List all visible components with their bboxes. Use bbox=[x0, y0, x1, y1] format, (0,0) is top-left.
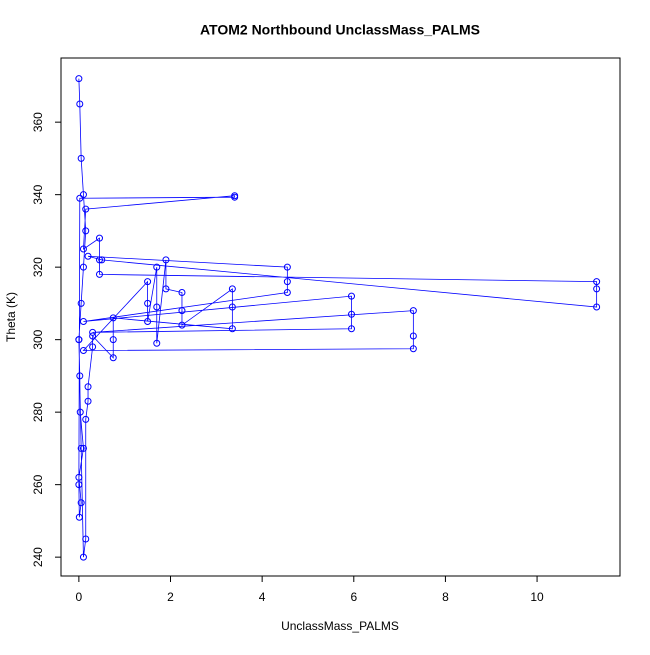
data-point bbox=[82, 415, 90, 423]
data-point bbox=[178, 289, 186, 297]
data-point bbox=[75, 75, 83, 83]
data-point bbox=[84, 383, 92, 391]
data-point bbox=[144, 278, 152, 286]
data-point bbox=[593, 285, 601, 293]
data-point bbox=[75, 473, 83, 481]
data-point bbox=[84, 397, 92, 405]
chart-title: ATOM2 Northbound UnclassMass_PALMS bbox=[200, 22, 480, 38]
x-tick-label: 0 bbox=[76, 590, 83, 604]
data-point bbox=[153, 303, 161, 311]
data-point bbox=[409, 307, 417, 315]
x-tick-label: 4 bbox=[259, 590, 266, 604]
data-point bbox=[76, 408, 84, 416]
data-point bbox=[153, 339, 161, 347]
data-point bbox=[95, 234, 103, 242]
data-point bbox=[109, 336, 117, 344]
data-point bbox=[409, 332, 417, 340]
data-point bbox=[77, 499, 85, 507]
data-point bbox=[283, 289, 291, 297]
data-point bbox=[178, 307, 186, 315]
data-point bbox=[89, 343, 97, 351]
data-point bbox=[79, 444, 87, 452]
data-point bbox=[89, 332, 97, 340]
data-point bbox=[79, 318, 87, 326]
data-point bbox=[76, 194, 84, 202]
y-tick-label: 260 bbox=[31, 474, 45, 494]
data-point bbox=[283, 263, 291, 271]
data-point bbox=[76, 372, 84, 380]
data-point bbox=[77, 299, 85, 307]
y-tick-label: 340 bbox=[31, 184, 45, 204]
data-point bbox=[75, 513, 83, 521]
data-point bbox=[95, 270, 103, 278]
data-point bbox=[283, 278, 291, 286]
data-point bbox=[77, 444, 85, 452]
data-point bbox=[77, 154, 85, 162]
data-point bbox=[95, 256, 103, 264]
data-point bbox=[82, 535, 90, 543]
data-point bbox=[347, 292, 355, 300]
y-tick-label: 240 bbox=[31, 547, 45, 567]
data-point bbox=[153, 263, 161, 271]
data-point bbox=[109, 354, 117, 362]
data-point bbox=[228, 303, 236, 311]
data-point bbox=[79, 553, 87, 561]
data-point bbox=[76, 100, 84, 108]
data-point bbox=[79, 245, 87, 253]
data-point bbox=[109, 314, 117, 322]
data-point bbox=[593, 278, 601, 286]
data-point bbox=[82, 227, 90, 235]
data-point bbox=[144, 318, 152, 326]
data-point bbox=[79, 263, 87, 271]
y-tick-label: 360 bbox=[31, 112, 45, 132]
data-point bbox=[228, 325, 236, 333]
data-point bbox=[84, 252, 92, 260]
data-point bbox=[228, 285, 236, 293]
series-line bbox=[78, 78, 598, 558]
data-point bbox=[593, 303, 601, 311]
data-point bbox=[82, 205, 90, 213]
data-point bbox=[162, 285, 170, 293]
data-point bbox=[75, 336, 83, 344]
x-tick-label: 10 bbox=[530, 590, 544, 604]
data-point bbox=[162, 256, 170, 264]
x-tick-label: 8 bbox=[442, 590, 449, 604]
y-axis-label: Theta (K) bbox=[4, 292, 18, 342]
x-axis-label: UnclassMass_PALMS bbox=[281, 619, 399, 633]
x-tick-label: 2 bbox=[167, 590, 174, 604]
data-point bbox=[409, 345, 417, 353]
y-tick-label: 300 bbox=[31, 329, 45, 349]
x-tick-label: 6 bbox=[350, 590, 357, 604]
data-point bbox=[79, 191, 87, 199]
data-point bbox=[347, 310, 355, 318]
data-point bbox=[231, 192, 239, 200]
data-point bbox=[89, 328, 97, 336]
data-point bbox=[98, 256, 106, 264]
y-tick-label: 280 bbox=[31, 402, 45, 422]
data-point bbox=[75, 481, 83, 489]
data-point bbox=[79, 347, 87, 355]
data-point bbox=[347, 325, 355, 333]
data-point bbox=[178, 321, 186, 329]
data-point bbox=[144, 299, 152, 307]
y-tick-label: 320 bbox=[31, 257, 45, 277]
